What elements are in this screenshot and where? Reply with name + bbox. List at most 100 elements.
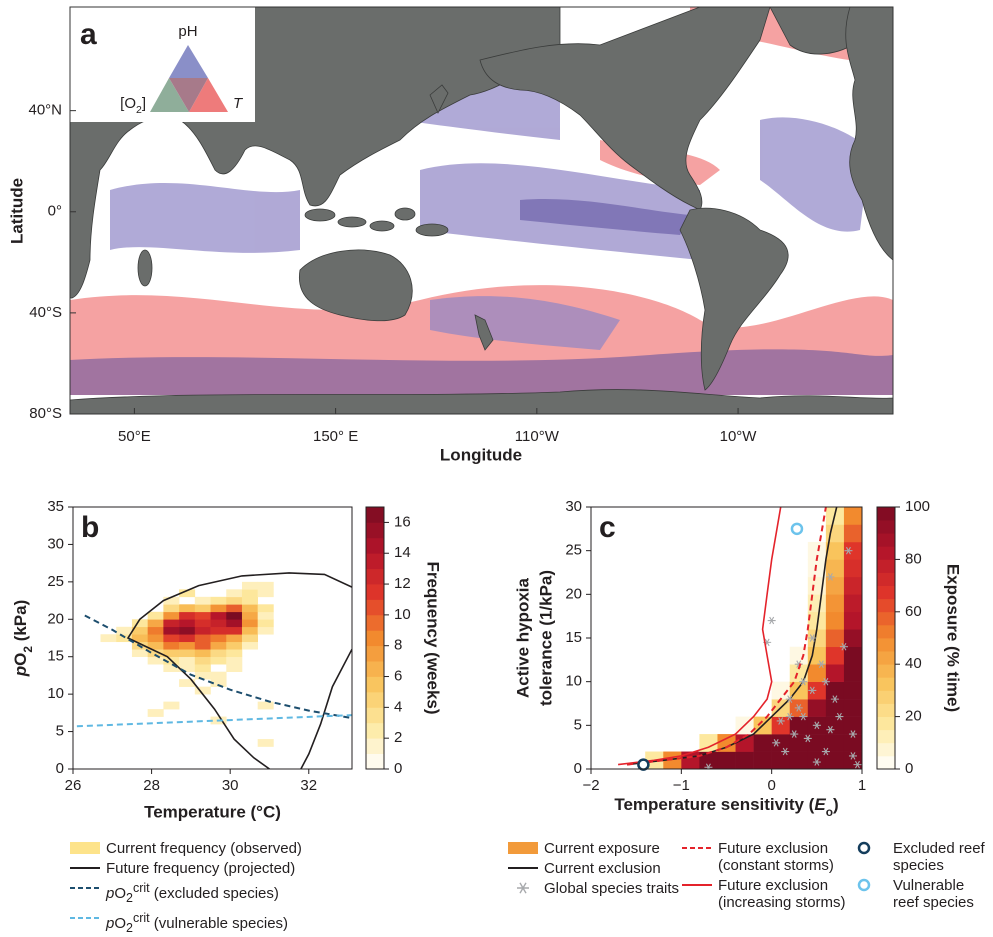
heat-cell <box>825 629 845 648</box>
legend: Current exposure Current exclusion Global … <box>508 840 684 897</box>
heat-cell <box>179 649 196 658</box>
heat-cell <box>226 626 243 635</box>
colorbar-step <box>877 624 895 639</box>
text-part: O <box>114 885 127 902</box>
y-axis-title: tolerance (1/kPa) <box>536 570 555 706</box>
colorbar-step <box>877 507 895 521</box>
colorbar-frame <box>876 506 896 770</box>
colorbar-step <box>366 645 384 662</box>
heat-cell <box>163 626 180 635</box>
heat-cell <box>843 629 862 648</box>
heat-cell <box>179 679 196 687</box>
heat-cell <box>843 699 862 717</box>
legend-label: pO2crit (excluded species) <box>106 880 366 907</box>
heat-cell <box>241 611 258 620</box>
series-line <box>626 507 827 766</box>
heat-cell <box>241 589 258 598</box>
heat-cell <box>241 641 258 650</box>
legend-item: Current exposure <box>508 840 684 857</box>
heat-cell <box>241 596 258 605</box>
y-tick-label: 15 <box>565 629 582 646</box>
heat-cell <box>179 664 196 672</box>
colorbar-step <box>877 546 895 560</box>
panel-letter: c <box>599 511 616 544</box>
heat-cell <box>257 589 274 598</box>
x-tick-label: 30 <box>222 777 239 794</box>
heat-cell <box>163 619 180 628</box>
heat-cell <box>179 604 196 613</box>
reef-species <box>637 758 650 771</box>
heat-cell <box>179 589 196 598</box>
heat-cell <box>257 626 274 635</box>
species-point <box>826 573 835 581</box>
colorbar-tick-label: 40 <box>905 655 922 672</box>
heat-cell <box>699 734 718 752</box>
heat-cell <box>807 664 827 682</box>
series-line <box>76 714 352 728</box>
heat-cell <box>210 634 227 643</box>
heat-cell <box>226 596 243 605</box>
colorbar-step <box>877 651 895 665</box>
series-line <box>627 507 838 766</box>
heat-cell <box>147 656 164 665</box>
series-line <box>126 572 352 769</box>
species-point <box>794 704 803 712</box>
x-axis-title: Longitude <box>440 445 522 464</box>
heat-cell <box>843 681 862 700</box>
heat-cell <box>825 664 845 682</box>
heat-cell <box>147 619 164 628</box>
heat-cell <box>194 649 211 658</box>
panel-letter: b <box>81 511 99 544</box>
heat-cell <box>825 541 845 560</box>
text-part: 2 <box>126 921 133 935</box>
heat-cell <box>843 594 862 613</box>
legend-item: Global species traits <box>508 880 684 897</box>
map-frame <box>69 6 894 415</box>
legend-triangle <box>150 45 228 112</box>
y-tick-label: 15 <box>47 648 64 665</box>
heat-cell <box>753 734 772 752</box>
y-tick-label: 20 <box>565 585 582 602</box>
heat-cell <box>699 751 718 769</box>
colorbar-tick-label: 10 <box>394 606 411 623</box>
heat-cell <box>771 716 791 735</box>
heat-cell <box>257 619 274 628</box>
colorbar-tick-label: 20 <box>905 708 922 725</box>
colorbar-frame <box>365 506 385 770</box>
heat-cell <box>257 581 274 590</box>
heat-cell <box>843 541 862 560</box>
species-point <box>785 712 794 721</box>
heat-cell <box>825 559 845 578</box>
colorbar-tick-label: 60 <box>905 603 922 620</box>
colorbar-tick-label: 80 <box>905 550 922 567</box>
text-part: (kPa) <box>11 600 30 646</box>
heat-cell <box>257 701 274 710</box>
heat-cell <box>843 576 862 595</box>
species-point <box>785 695 794 703</box>
colorbar-tick-label: 2 <box>394 729 402 746</box>
heat-cell <box>210 604 227 613</box>
heat-cell <box>226 611 243 620</box>
species-point <box>839 642 848 651</box>
x-tick-label: 50°E <box>118 428 151 445</box>
y-tick-label: 35 <box>47 498 64 515</box>
x-tick-label: 28 <box>143 777 160 794</box>
x-axis-title: Temperature sensitivity (Eo) <box>614 795 838 819</box>
map <box>70 7 893 414</box>
heat-cell <box>735 751 754 769</box>
text-part: p <box>11 666 30 677</box>
swatch-circle <box>857 878 871 892</box>
swatch-circle <box>857 841 871 855</box>
swatch-rect <box>70 842 100 854</box>
text-part: p <box>106 885 115 902</box>
colorbar-step <box>877 755 895 770</box>
species-point <box>704 763 713 769</box>
legend-swatch <box>508 867 538 869</box>
heat-cell <box>843 734 862 752</box>
heat-cell <box>807 629 827 648</box>
heat-cell <box>825 681 845 700</box>
legend-item: Current exclusion <box>508 860 684 877</box>
species-point <box>808 686 817 695</box>
heat-cell <box>807 541 827 560</box>
heat-cell <box>789 751 809 769</box>
